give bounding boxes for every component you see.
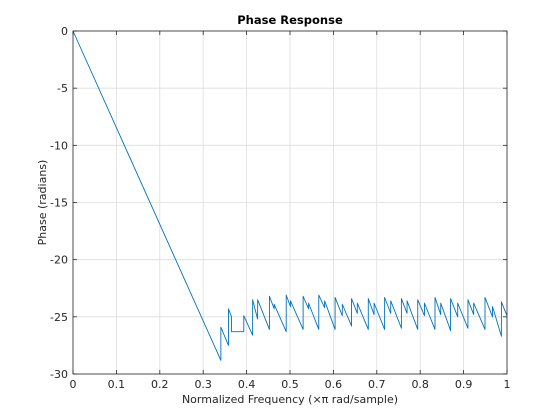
y-axis-label: Phase (radians) xyxy=(36,160,49,246)
x-tick-label: 0.5 xyxy=(281,378,299,391)
x-tick-label: 1 xyxy=(504,378,511,391)
y-tick-label: -30 xyxy=(50,368,68,381)
y-tick-label: -25 xyxy=(50,311,68,324)
phase-series-line xyxy=(72,30,508,361)
chart-title: Phase Response xyxy=(237,13,343,27)
y-tick-label: -5 xyxy=(57,82,68,95)
x-tick-label: 0.3 xyxy=(194,378,212,391)
y-tick-label: -20 xyxy=(50,254,68,267)
x-tick-label: 0 xyxy=(70,378,77,391)
x-tick-label: 0.8 xyxy=(411,378,429,391)
x-tick-label: 0.2 xyxy=(151,378,169,391)
x-tick-label: 0.4 xyxy=(238,378,256,391)
series-layer xyxy=(72,30,508,361)
x-axis-label: Normalized Frequency (×π rad/sample) xyxy=(182,393,398,406)
x-tick-label: 0.6 xyxy=(325,378,343,391)
y-tick-label: 0 xyxy=(61,25,68,38)
axis-ticks: 0 0.1 0.2 0.3 0.4 0.5 0.6 0.7 0.8 0.9 1 0 -5 -10 -15 -2… xyxy=(50,25,510,391)
y-tick-label: -10 xyxy=(50,139,68,152)
x-tick-label: 0.1 xyxy=(108,378,126,391)
x-tick-label: 0.9 xyxy=(455,378,473,391)
y-tick-label: -15 xyxy=(50,197,68,210)
x-tick-label: 0.7 xyxy=(368,378,386,391)
